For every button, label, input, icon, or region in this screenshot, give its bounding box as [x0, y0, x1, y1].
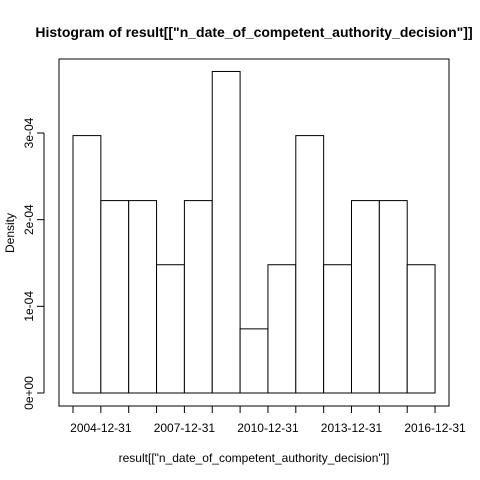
chart-title: Histogram of result[["n_date_of_competen…: [35, 24, 472, 40]
y-tick-label: 0e+00: [22, 376, 36, 410]
y-axis-label: Density: [3, 213, 17, 253]
histogram-bar: [100, 200, 130, 394]
histogram-bar: [72, 135, 102, 394]
y-axis: 0e+00 1e-04 2e-04 3e-04: [22, 117, 45, 410]
y-tick-label: 1e-04: [22, 291, 36, 322]
x-tick-label: 2007-12-31: [154, 421, 216, 435]
histogram-bar: [183, 200, 213, 394]
histogram-bar: [323, 264, 352, 394]
histogram-bar: [239, 328, 269, 394]
x-tick-label: 2016-12-31: [404, 421, 466, 435]
histogram-bars: [72, 70, 436, 394]
histogram-bar: [156, 264, 185, 394]
x-axis: 2004-12-31 2007-12-31 2010-12-31 2013-12-31…: [70, 405, 466, 435]
y-tick-label: 3e-04: [22, 117, 36, 148]
x-axis-label: result[["n_date_of_competent_authority_d…: [119, 451, 390, 465]
histogram-bar: [128, 200, 158, 394]
histogram-bar: [211, 70, 241, 394]
histogram-bar: [295, 135, 325, 394]
x-tick-label: 2004-12-31: [70, 421, 132, 435]
histogram-bar: [406, 264, 436, 394]
histogram-bar: [378, 200, 408, 394]
histogram-bar: [267, 264, 297, 394]
x-tick-label: 2010-12-31: [237, 421, 299, 435]
y-tick-label: 2e-04: [22, 204, 36, 235]
histogram-bar: [351, 200, 380, 394]
x-tick-label: 2013-12-31: [321, 421, 383, 435]
